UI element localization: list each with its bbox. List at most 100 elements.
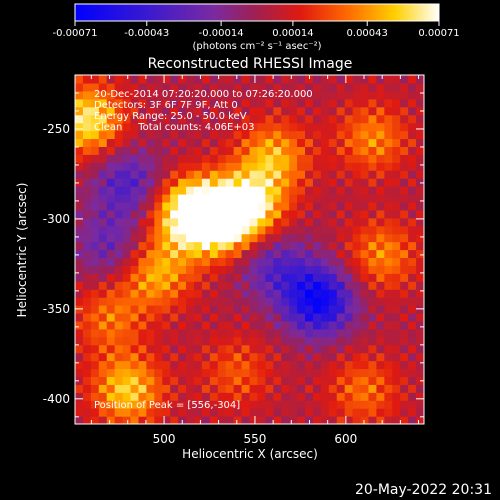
heatmap-cell	[273, 225, 282, 235]
heatmap-cell	[305, 320, 314, 330]
heatmap-cell	[90, 154, 100, 163]
heatmap-cell	[265, 138, 274, 147]
heatmap-cell	[106, 305, 116, 314]
heatmap-cell	[297, 416, 306, 424]
heatmap-cell	[376, 328, 385, 338]
heatmap-cell	[273, 257, 282, 266]
heatmap-cell	[82, 114, 92, 124]
heatmap-cell	[312, 154, 322, 163]
heatmap-cell	[392, 106, 401, 116]
heatmap-cell	[225, 416, 235, 424]
heatmap-cell	[384, 170, 393, 179]
heatmap-cell	[352, 328, 362, 338]
heatmap-cell	[416, 241, 424, 251]
heatmap-cell	[193, 170, 203, 179]
heatmap-cell	[320, 297, 330, 306]
heatmap-cell	[162, 257, 171, 266]
heatmap-cell	[186, 297, 195, 306]
heatmap-cell	[289, 368, 298, 378]
heatmap-cell	[384, 241, 393, 251]
heatmap-cell	[400, 82, 409, 92]
heatmap-cell	[289, 170, 298, 179]
heatmap-cell	[400, 201, 409, 211]
heatmap-cell	[217, 400, 227, 409]
heatmap-cell	[209, 201, 219, 211]
heatmap-cell	[400, 360, 409, 370]
heatmap-cell	[241, 297, 251, 306]
heatmap-cell	[233, 400, 243, 409]
heatmap-cell	[130, 273, 140, 282]
heatmap-cell	[201, 384, 211, 393]
heatmap-cell	[312, 352, 322, 362]
heatmap-cell	[201, 392, 211, 401]
heatmap-cell	[273, 186, 282, 195]
heatmap-cell	[106, 408, 116, 417]
heatmap-cell	[297, 138, 306, 147]
heatmap-cell	[122, 289, 132, 298]
heatmap-cell	[305, 297, 314, 306]
heatmap-cell	[368, 265, 378, 274]
heatmap-cell	[82, 90, 92, 100]
heatmap-cell	[273, 162, 282, 171]
heatmap-cell	[114, 273, 124, 282]
heatmap-cell	[257, 162, 266, 171]
heatmap-cell	[257, 320, 266, 330]
heatmap-cell	[170, 146, 179, 155]
heatmap-cell	[170, 154, 179, 163]
heatmap-cell	[122, 130, 132, 140]
heatmap-cell	[257, 178, 266, 187]
heatmap-cell	[344, 320, 354, 330]
heatmap-cell	[186, 170, 195, 179]
heatmap-cell	[289, 352, 298, 362]
heatmap-cell	[241, 170, 251, 179]
heatmap-cell	[336, 376, 346, 385]
annotation-time-range: 20-Dec-2014 07:20:20.000 to 07:26:20.000	[94, 89, 313, 100]
heatmap-cell	[297, 193, 306, 203]
heatmap-cell	[82, 328, 92, 338]
heatmap-cell	[344, 352, 354, 362]
heatmap-cell	[90, 82, 100, 92]
heatmap-cell	[186, 352, 195, 362]
heatmap-cell	[305, 400, 314, 409]
heatmap-cell	[312, 138, 322, 147]
heatmap-cell	[344, 312, 354, 322]
heatmap-cell	[225, 162, 235, 171]
heatmap-cell	[273, 241, 282, 251]
heatmap-cell	[289, 138, 298, 147]
heatmap-cell	[154, 193, 163, 203]
heatmap-cell	[146, 193, 155, 203]
heatmap-cell	[265, 178, 274, 187]
heatmap-cell	[209, 360, 219, 370]
heatmap-cell	[178, 265, 187, 274]
heatmap-cell	[344, 201, 354, 211]
heatmap-cell	[209, 98, 219, 108]
heatmap-cell	[312, 122, 322, 132]
heatmap-cell	[154, 408, 163, 417]
heatmap-cell	[336, 352, 346, 362]
heatmap-cell	[82, 281, 92, 290]
heatmap-cell	[154, 233, 163, 243]
heatmap-cell	[201, 265, 211, 274]
heatmap-cell	[336, 408, 346, 417]
heatmap-cell	[344, 122, 354, 132]
heatmap-cell	[186, 75, 195, 84]
heatmap-cell	[368, 186, 378, 195]
heatmap-cell	[75, 320, 84, 330]
heatmap-cell	[305, 98, 314, 108]
heatmap-cell	[336, 178, 346, 187]
heatmap-cell	[320, 201, 330, 211]
heatmap-cell	[233, 408, 243, 417]
heatmap-cell	[265, 297, 274, 306]
heatmap-cell	[162, 193, 171, 203]
heatmap-cell	[344, 193, 354, 203]
heatmap-cell	[186, 146, 195, 155]
heatmap-cell	[106, 90, 116, 100]
heatmap-cell	[114, 360, 124, 370]
heatmap-cell	[408, 82, 417, 92]
heatmap-cell	[209, 392, 219, 401]
heatmap-cell	[392, 170, 401, 179]
heatmap-cell	[178, 352, 187, 362]
heatmap-cell	[130, 154, 140, 163]
heatmap-cell	[368, 376, 378, 385]
heatmap-cell	[241, 154, 251, 163]
